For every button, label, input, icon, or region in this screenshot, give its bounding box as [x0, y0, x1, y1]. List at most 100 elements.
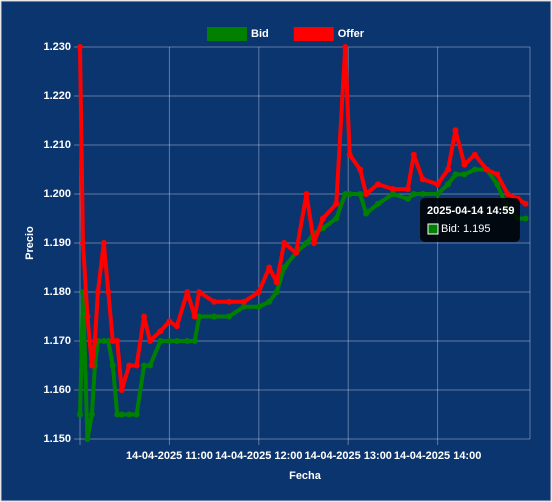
data-point [342, 191, 349, 197]
legend-swatch [293, 27, 334, 41]
data-point [419, 191, 426, 197]
data-point [118, 387, 125, 393]
x-tick-label: 14-04-2025 12:00 [215, 450, 302, 462]
y-tick-label: 1.180 [43, 286, 71, 298]
data-point [452, 127, 459, 134]
legend-label: Bid [251, 28, 269, 40]
data-point [357, 166, 364, 173]
grid: 1.150 1.160 1.170 1.180 1.190 1.200 1.210 1.220… [43, 41, 531, 462]
data-point [434, 191, 441, 197]
data-point [346, 191, 353, 197]
data-point [461, 161, 468, 168]
data-point [319, 215, 326, 222]
y-tick-label: 1.190 [43, 237, 71, 249]
data-point [88, 411, 95, 418]
data-point [173, 323, 180, 330]
data-point [445, 166, 452, 173]
data-point [147, 362, 154, 369]
data-point [471, 166, 478, 173]
data-point [84, 436, 91, 442]
data-point [191, 313, 198, 320]
data-point [196, 313, 203, 320]
tooltip-label: Bid: 1.195 [441, 223, 491, 235]
data-point [404, 195, 411, 202]
data-point [166, 318, 173, 325]
y-tick-label: 1.200 [43, 188, 71, 200]
data-point [452, 171, 459, 178]
y-tick-label: 1.220 [43, 90, 71, 102]
data-point [114, 411, 121, 418]
data-point [84, 313, 91, 320]
data-point [494, 171, 501, 178]
data-point [434, 181, 441, 188]
tooltip-swatch [427, 223, 439, 235]
data-point [118, 411, 125, 418]
data-point [461, 171, 468, 178]
data-point [303, 240, 310, 246]
data-point [184, 338, 191, 344]
x-axis-title: Fecha [289, 470, 322, 482]
data-point [79, 240, 86, 246]
legend-swatch [207, 27, 247, 41]
data-point [91, 338, 98, 344]
data-point [240, 298, 247, 305]
data-point [346, 151, 353, 158]
data-point [522, 200, 529, 207]
data-point [157, 338, 164, 344]
data-point [126, 362, 133, 369]
data-point [147, 338, 154, 344]
data-point [494, 181, 501, 188]
y-tick-label: 1.150 [43, 433, 71, 445]
data-point [293, 249, 300, 256]
data-point [211, 313, 218, 320]
data-point [173, 338, 180, 344]
data-point [281, 264, 288, 271]
data-point [126, 411, 133, 418]
data-point [389, 186, 396, 193]
data-point [410, 191, 417, 197]
data-point [273, 289, 280, 295]
data-point [363, 191, 370, 197]
data-point [303, 191, 310, 197]
data-point [310, 240, 317, 246]
data-point [141, 362, 148, 369]
legend: Bid Offer [207, 27, 365, 41]
data-point [375, 200, 382, 207]
data-point [141, 313, 148, 320]
data-point [266, 298, 273, 305]
data-point [273, 279, 280, 286]
data-point [191, 338, 198, 344]
data-point [77, 411, 83, 418]
data-point [88, 362, 95, 369]
data-point [105, 289, 112, 295]
data-point [389, 191, 396, 197]
y-tick-label: 1.230 [43, 41, 71, 53]
data-point [100, 240, 107, 246]
data-point [105, 338, 112, 344]
tooltip-title: 2025-04-14 14:59 [427, 205, 514, 217]
plot [77, 44, 529, 442]
x-tick-label: 14-04-2025 14:00 [394, 450, 481, 462]
data-point [504, 191, 511, 197]
data-point [77, 44, 83, 50]
data-point [166, 338, 173, 344]
data-point [109, 362, 116, 369]
data-point [94, 289, 101, 295]
data-point [445, 181, 452, 188]
data-point [240, 303, 247, 310]
data-point [255, 289, 262, 295]
data-point [333, 200, 340, 207]
data-point [471, 151, 478, 158]
data-point [133, 411, 140, 418]
data-point [226, 313, 233, 320]
data-point [281, 240, 288, 246]
tooltip-box [420, 198, 520, 242]
data-point [266, 264, 273, 271]
data-point [419, 176, 426, 183]
data-point [342, 44, 349, 50]
data-point [100, 338, 107, 344]
y-tick-label: 1.170 [43, 335, 71, 347]
data-point [404, 186, 411, 193]
y-axis-title: Precio [24, 226, 36, 260]
data-point [157, 328, 164, 335]
